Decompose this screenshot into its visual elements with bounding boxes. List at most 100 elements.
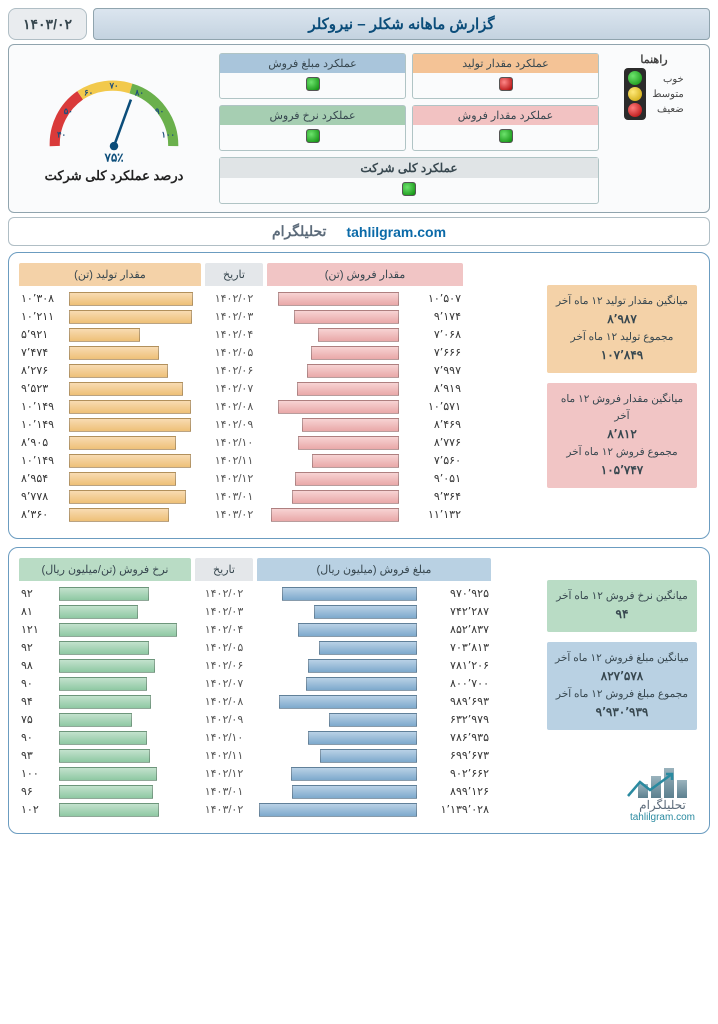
legend-mid: متوسط (652, 89, 683, 100)
value-cell: ۸٬۹۵۴ (19, 470, 65, 488)
bar-cell (267, 382, 399, 396)
metric-production-qty: عملکرد مقدار تولید (412, 53, 599, 99)
bar-cell (69, 436, 201, 450)
date-cell: ۱۴۰۲/۰۶ (205, 362, 263, 380)
value-cell: ۹۰ (19, 729, 55, 747)
bar-cell (257, 623, 417, 637)
date-cell: ۱۴۰۲/۰۴ (205, 326, 263, 344)
value-cell: ۹٬۱۷۴ (403, 308, 463, 326)
watermark-fa: تحلیلگرام (272, 223, 326, 240)
value-cell: ۹۶ (19, 783, 55, 801)
date-cell: ۱۴۰۳/۰۲ (205, 506, 263, 524)
svg-text:۷۵٪: ۷۵٪ (103, 150, 124, 163)
side-box-sales-qty: میانگین مقدار فروش ۱۲ ماه آخر ۸٬۸۱۲ مجمو… (547, 383, 697, 488)
col-hdr: تاریخ (195, 558, 253, 581)
bar-cell (267, 454, 399, 468)
bar-cell (59, 587, 191, 601)
date-cell: ۱۴۰۲/۰۵ (195, 639, 253, 657)
bar-cell (59, 803, 191, 817)
bar-cell (267, 310, 399, 324)
col-hdr: تاریخ (205, 263, 263, 286)
value-cell: ۱۰٬۳۰۸ (19, 290, 65, 308)
panel-rate-amount: نرخ فروش (تن/میلیون ریال)تاریخمبلغ فروش … (8, 547, 710, 834)
value-cell: ۱٬۱۳۹٬۰۲۸ (421, 801, 491, 819)
bar-cell (267, 508, 399, 522)
value-cell: ۸۵۲٬۸۳۷ (421, 621, 491, 639)
value-cell: ۷۰۳٬۸۱۳ (421, 639, 491, 657)
svg-text:۱۰۰: ۱۰۰ (161, 130, 175, 140)
svg-text:۹۰: ۹۰ (155, 106, 164, 116)
value-cell: ۵٬۹۲۱ (19, 326, 65, 344)
value-cell: ۶۹۹٬۶۷۳ (421, 747, 491, 765)
bar-cell (257, 605, 417, 619)
bar-cell (59, 605, 191, 619)
value-cell: ۹۸ (19, 657, 55, 675)
value-cell: ۱۰٬۵۰۷ (403, 290, 463, 308)
bar-cell (69, 382, 201, 396)
value-cell: ۱۰٬۲۱۱ (19, 308, 65, 326)
date-cell: ۱۴۰۲/۰۲ (195, 585, 253, 603)
value-cell: ۸٬۷۷۶ (403, 434, 463, 452)
date-cell: ۱۴۰۲/۰۶ (195, 657, 253, 675)
header-panel: راهنما خوب متوسط ضعیف عملکرد مقدار تولید (8, 44, 710, 213)
bar-cell (267, 328, 399, 342)
date-cell: ۱۴۰۲/۱۱ (205, 452, 263, 470)
date-cell: ۱۴۰۲/۱۰ (205, 434, 263, 452)
report-date: ۱۴۰۳/۰۲ (8, 8, 87, 40)
value-cell: ۸۹۹٬۱۲۶ (421, 783, 491, 801)
value-cell: ۱۰٬۱۴۹ (19, 398, 65, 416)
value-cell: ۹٬۵۲۳ (19, 380, 65, 398)
value-cell: ۶۳۲٬۹۷۹ (421, 711, 491, 729)
bar-cell (267, 364, 399, 378)
date-cell: ۱۴۰۲/۱۲ (205, 470, 263, 488)
value-cell: ۸٬۹۰۵ (19, 434, 65, 452)
top-row: گزارش ماهانه شکلر – نیروکلر ۱۴۰۳/۰۲ (8, 8, 710, 40)
value-cell: ۱۰۰ (19, 765, 55, 783)
svg-text:۵۰: ۵۰ (64, 106, 73, 116)
gauge-caption: درصد عملکرد کلی شرکت (19, 168, 209, 184)
value-cell: ۷۴۲٬۲۸۷ (421, 603, 491, 621)
bar-cell (267, 490, 399, 504)
bar-cell (69, 328, 201, 342)
bar-cell (69, 508, 201, 522)
bar-cell (59, 641, 191, 655)
legend-traffic: راهنما خوب متوسط ضعیف (609, 53, 699, 204)
date-cell: ۱۴۰۲/۰۹ (195, 711, 253, 729)
bar-cell (59, 767, 191, 781)
date-cell: ۱۴۰۲/۰۸ (205, 398, 263, 416)
gauge-icon: ۴۰ ۵۰ ۶۰ ۷۰ ۸۰ ۹۰ ۱۰۰ ۷۵٪ (29, 53, 199, 163)
value-cell: ۱۲۱ (19, 621, 55, 639)
date-cell: ۱۴۰۲/۰۳ (195, 603, 253, 621)
value-cell: ۸٬۹۱۹ (403, 380, 463, 398)
bar-cell (69, 310, 201, 324)
value-cell: ۷٬۵۶۰ (403, 452, 463, 470)
bar-cell (257, 767, 417, 781)
panel-production-sales: مقدار تولید (تن)تاریخمقدار فروش (تن)۱۰٬۳… (8, 252, 710, 539)
value-cell: ۸۱ (19, 603, 55, 621)
bar-cell (69, 454, 201, 468)
status-led-icon (499, 77, 513, 91)
date-cell: ۱۴۰۲/۱۱ (195, 747, 253, 765)
logo: تحلیلگرام tahlilgram.com (630, 764, 695, 823)
bar-cell (69, 400, 201, 414)
bar-cell (59, 677, 191, 691)
metric-sales-amount: عملکرد مبلغ فروش (219, 53, 406, 99)
value-cell: ۷٬۶۶۶ (403, 344, 463, 362)
bar-cell (59, 785, 191, 799)
bar-cell (59, 731, 191, 745)
date-cell: ۱۴۰۲/۰۴ (195, 621, 253, 639)
date-cell: ۱۴۰۲/۰۷ (205, 380, 263, 398)
bar-cell (257, 641, 417, 655)
value-cell: ۹۲ (19, 639, 55, 657)
value-cell: ۱۰۲ (19, 801, 55, 819)
side-box-rate: میانگین نرخ فروش ۱۲ ماه آخر ۹۴ (547, 580, 697, 632)
value-cell: ۸٬۳۶۰ (19, 506, 65, 524)
value-cell: ۱۰٬۵۷۱ (403, 398, 463, 416)
col-hdr: مقدار فروش (تن) (267, 263, 463, 286)
bar-cell (257, 695, 417, 709)
date-cell: ۱۴۰۲/۰۳ (205, 308, 263, 326)
date-cell: ۱۴۰۳/۰۲ (195, 801, 253, 819)
value-cell: ۷۵ (19, 711, 55, 729)
value-cell: ۷۸۶٬۹۳۵ (421, 729, 491, 747)
svg-text:۷۰: ۷۰ (108, 81, 118, 91)
